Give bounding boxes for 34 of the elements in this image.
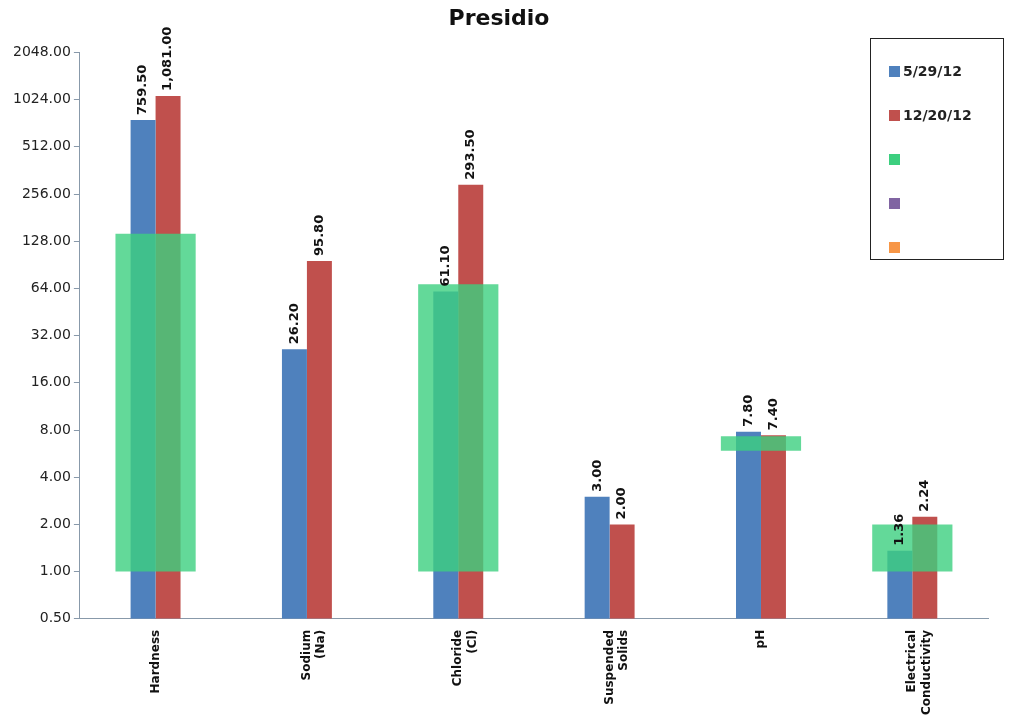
data-label: 3.00	[588, 459, 604, 492]
data-label: 7.40	[764, 398, 780, 431]
legend-label: 5/29/12	[903, 63, 962, 79]
y-tick-label: 2048.00	[12, 43, 71, 60]
x-tick-label: pH	[753, 629, 768, 649]
legend-label: 12/20/12	[903, 107, 972, 123]
x-tick-label: Hardness	[147, 629, 162, 694]
x-tick-label: Sodium (Na)	[299, 629, 328, 681]
y-tick-label: 256.00	[21, 184, 71, 201]
y-tick-label: 0.50	[39, 609, 71, 626]
y-tick-label: 1.00	[39, 562, 71, 579]
y-tick-label: 4.00	[39, 467, 71, 484]
y-tick-label: 1024.00	[12, 90, 71, 107]
data-label: 2.00	[613, 487, 629, 520]
data-label: 1.36	[891, 513, 907, 546]
data-label: 95.80	[310, 214, 326, 256]
data-label: 61.10	[437, 245, 453, 287]
data-label: 293.50	[462, 129, 478, 180]
data-label: 7.80	[739, 394, 755, 427]
y-tick-label: 64.00	[30, 279, 71, 296]
y-tick-label: 512.00	[21, 137, 71, 154]
x-tick-label: Electrical Conductivity	[904, 629, 933, 715]
data-label: 2.24	[916, 479, 932, 512]
y-tick-label: 2.00	[39, 515, 71, 532]
chart-title: Presidio	[448, 4, 550, 30]
data-label: 1,081.00	[159, 26, 175, 91]
y-tick-label: 32.00	[30, 326, 71, 343]
y-tick-label: 128.00	[21, 231, 71, 248]
y-tick-label: 16.00	[30, 373, 71, 390]
data-label: 26.20	[285, 303, 301, 345]
y-tick-label: 8.00	[39, 420, 71, 437]
x-tick-label: Suspended Solids	[601, 629, 631, 705]
x-tick-label: Chloride (Cl)	[450, 629, 479, 687]
data-label: 759.50	[134, 64, 150, 115]
